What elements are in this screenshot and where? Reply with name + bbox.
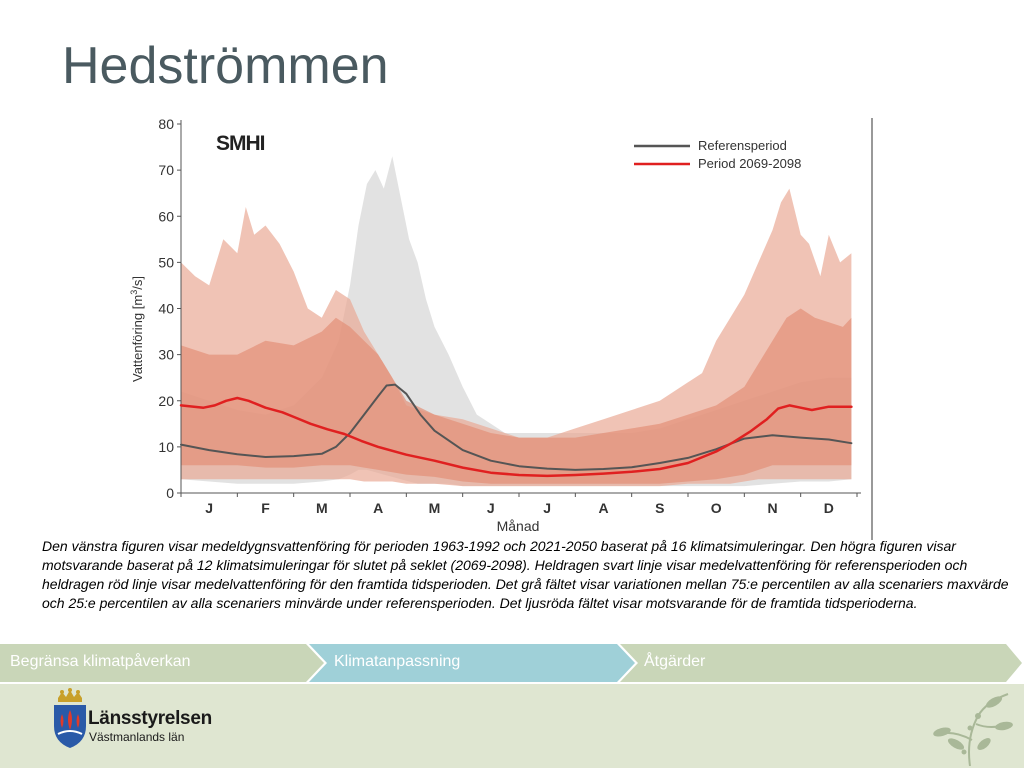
process-nav-shapes bbox=[0, 644, 1022, 682]
y-tick-label: 30 bbox=[158, 347, 174, 363]
y-axis-label-sup: 3 bbox=[129, 290, 139, 295]
x-tick-label: N bbox=[767, 500, 777, 516]
y-tick-label: 80 bbox=[158, 116, 174, 132]
legend: Referensperiod Period 2069-2098 bbox=[634, 138, 801, 171]
smhi-logo-text: SMHI bbox=[216, 132, 265, 155]
mistletoe-decoration-icon bbox=[933, 693, 1013, 766]
nav-step-measures-shape[interactable] bbox=[620, 644, 1022, 682]
flow-chart: 0 10 20 30 40 50 60 70 80 J F M A M J J A S O N D SMHI Vatte… bbox=[129, 116, 873, 540]
range-bands bbox=[181, 156, 852, 487]
legend-label-future: Period 2069-2098 bbox=[698, 156, 801, 171]
x-axis-label: Månad bbox=[497, 518, 540, 534]
y-axis-label-suffix: /s] bbox=[130, 276, 145, 290]
y-tick-label: 50 bbox=[158, 254, 174, 270]
lansstyrelsen-crest-icon bbox=[54, 688, 86, 748]
x-tick-label: J bbox=[543, 500, 551, 516]
legend-label-reference: Referensperiod bbox=[698, 138, 787, 153]
nav-step-limit-impact[interactable]: Begränsa klimatpåverkan bbox=[10, 653, 191, 670]
x-tick-label: J bbox=[487, 500, 495, 516]
series-lines bbox=[179, 383, 853, 478]
org-region: Västmanlands län bbox=[89, 730, 185, 744]
chart-container: 0 10 20 30 40 50 60 70 80 J F M A M J J A S O N D SMHI Vatte… bbox=[120, 112, 880, 540]
x-tick-label: A bbox=[373, 500, 383, 516]
x-tick-label: D bbox=[824, 500, 834, 516]
footer bbox=[0, 684, 1024, 768]
process-nav: Begränsa klimatpåverkan Klimatanpassning… bbox=[0, 644, 1024, 682]
y-tick-label: 20 bbox=[158, 393, 174, 409]
y-axis-label: Vattenföring [m3/s] bbox=[129, 276, 145, 382]
x-tick-label: M bbox=[316, 500, 328, 516]
x-tick-label: M bbox=[429, 500, 441, 516]
nav-step-adaptation[interactable]: Klimatanpassning bbox=[334, 653, 461, 670]
x-tick-label: J bbox=[205, 500, 213, 516]
series-line-0 bbox=[180, 383, 853, 471]
slide-title: Hedströmmen bbox=[62, 37, 389, 95]
x-tick-label: O bbox=[711, 500, 722, 516]
svg-text:Vattenföring [m3/s]: Vattenföring [m3/s] bbox=[129, 276, 145, 382]
figure-caption: Den vänstra figuren visar medeldygnsvatt… bbox=[42, 538, 1009, 611]
nav-step-adaptation-shape[interactable] bbox=[309, 644, 635, 682]
x-tick-label: F bbox=[261, 500, 270, 516]
y-tick-label: 0 bbox=[166, 485, 174, 501]
axes: 0 10 20 30 40 50 60 70 80 J F M A M J J A S O N D bbox=[158, 116, 861, 516]
y-tick-label: 40 bbox=[158, 301, 174, 317]
y-axis-label-prefix: Vattenföring [m bbox=[130, 295, 145, 382]
nav-step-limit-impact-shape[interactable] bbox=[0, 644, 324, 682]
series-line-1 bbox=[179, 396, 853, 478]
y-tick-label: 60 bbox=[158, 208, 174, 224]
y-tick-label: 70 bbox=[158, 162, 174, 178]
org-name: Länsstyrelsen bbox=[88, 708, 212, 729]
y-tick-label: 10 bbox=[158, 439, 174, 455]
x-tick-label: A bbox=[598, 500, 608, 516]
nav-step-measures[interactable]: Åtgärder bbox=[644, 653, 706, 670]
x-tick-label: S bbox=[655, 500, 664, 516]
band-2 bbox=[181, 308, 852, 484]
